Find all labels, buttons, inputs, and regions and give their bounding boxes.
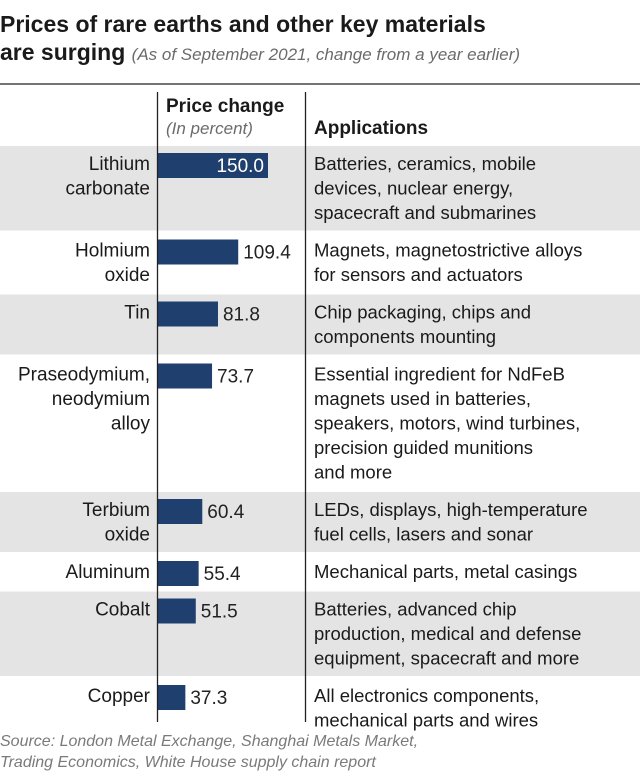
material-label: Aluminum bbox=[66, 562, 150, 583]
row-band bbox=[0, 492, 640, 552]
value-label: 109.4 bbox=[243, 243, 291, 264]
application-text: for sensors and actuators bbox=[314, 264, 523, 285]
value-label: 37.3 bbox=[190, 688, 227, 709]
value-label: 55.4 bbox=[204, 564, 241, 585]
material-label: Tin bbox=[124, 303, 150, 324]
application-text: speakers, motors, wind turbines, bbox=[314, 413, 580, 434]
value-label: 51.5 bbox=[201, 602, 238, 623]
value-label: 150.0 bbox=[216, 156, 264, 177]
material-label: alloy bbox=[111, 414, 151, 435]
source-note: Source: London Metal Exchange, Shanghai … bbox=[0, 731, 620, 773]
application-text: LEDs, displays, high-temperature bbox=[314, 499, 588, 520]
material-label: oxide bbox=[105, 525, 150, 546]
price-change-bar bbox=[158, 363, 213, 389]
price-change-bar bbox=[158, 153, 268, 178]
application-text: equipment, spacecraft and more bbox=[314, 648, 579, 669]
material-label: Copper bbox=[88, 686, 151, 707]
value-label: 81.8 bbox=[223, 305, 260, 326]
chart-title: Prices of rare earths and other key mate… bbox=[0, 10, 636, 69]
material-label: carbonate bbox=[65, 179, 150, 200]
application-text: Chip packaging, chips and bbox=[314, 302, 531, 323]
price-change-bar bbox=[158, 598, 196, 624]
application-text: Essential ingredient for NdFeB bbox=[314, 364, 565, 385]
application-text: components mounting bbox=[314, 326, 496, 347]
application-text: All electronics components, bbox=[314, 685, 539, 706]
application-text: production, medical and defense bbox=[314, 623, 581, 644]
source-line-1: Source: London Metal Exchange, Shanghai … bbox=[0, 733, 419, 750]
price-change-bar bbox=[158, 561, 199, 586]
header-price-change: Price change bbox=[166, 96, 284, 117]
application-text: and more bbox=[314, 462, 392, 483]
row-band bbox=[0, 146, 640, 231]
material-label: Lithium bbox=[89, 154, 150, 175]
application-text: Mechanical parts, metal casings bbox=[314, 561, 577, 582]
application-text: Magnets, magnetostrictive alloys bbox=[314, 240, 582, 261]
title-line-2: are surging bbox=[0, 39, 126, 65]
material-label: neodymium bbox=[52, 389, 150, 410]
application-text: spacecraft and submarines bbox=[314, 202, 536, 223]
application-text: mechanical parts and wires bbox=[314, 710, 538, 731]
application-text: Batteries, ceramics, mobile bbox=[314, 153, 536, 174]
price-change-bar bbox=[158, 499, 203, 524]
title-line-1: Prices of rare earths and other key mate… bbox=[0, 11, 486, 37]
source-line-2: Trading Economics, White House supply ch… bbox=[0, 754, 376, 771]
material-label: Praseodymium, bbox=[18, 365, 150, 386]
application-text: precision guided munitions bbox=[314, 437, 533, 458]
header-price-change-unit: (In percent) bbox=[166, 119, 253, 138]
value-label: 73.7 bbox=[217, 367, 254, 388]
chart-subtitle: (As of September 2021, change from a yea… bbox=[131, 45, 521, 64]
price-change-bar bbox=[158, 685, 186, 710]
header-applications: Applications bbox=[314, 118, 428, 139]
row-band bbox=[0, 294, 640, 355]
value-label: 60.4 bbox=[207, 502, 244, 523]
material-label: Terbium bbox=[82, 500, 150, 521]
price-change-bar bbox=[158, 301, 218, 327]
application-text: devices, nuclear energy, bbox=[314, 178, 513, 199]
price-change-bar bbox=[158, 239, 239, 265]
material-label: Cobalt bbox=[95, 600, 151, 621]
chart-rows: Lithium carbonate Batteries, ceramics, mob… bbox=[0, 146, 640, 731]
row-band bbox=[0, 591, 640, 676]
material-label: Holmium bbox=[75, 241, 150, 262]
application-text: fuel cells, lasers and sonar bbox=[314, 524, 533, 545]
application-text: magnets used in batteries, bbox=[314, 388, 531, 409]
application-text: Batteries, advanced chip bbox=[314, 599, 517, 620]
material-label: oxide bbox=[105, 265, 150, 286]
